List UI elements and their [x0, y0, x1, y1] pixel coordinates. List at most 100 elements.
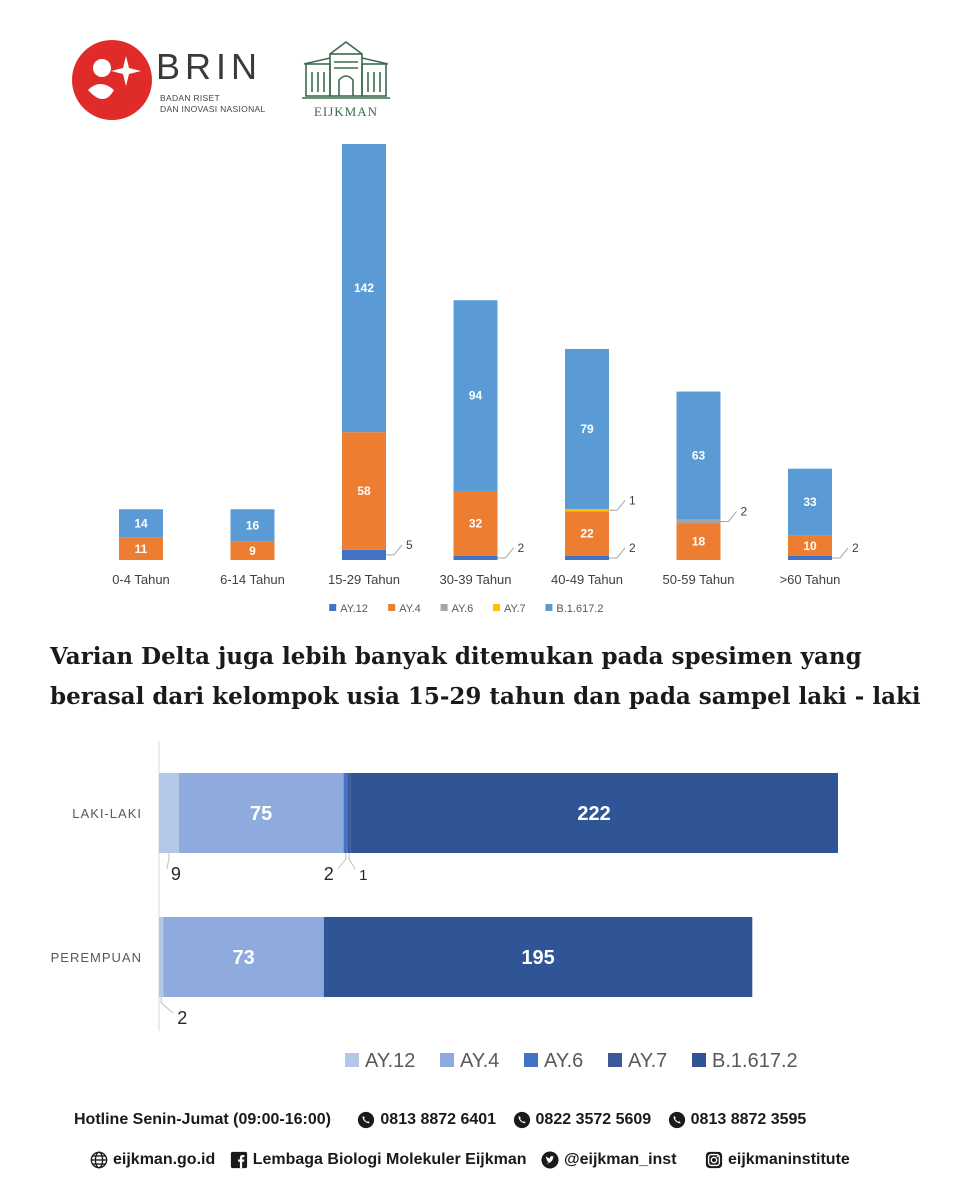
bar-15-29-tahun-ay-4 — [342, 432, 386, 550]
twitter-link[interactable]: @eijkman_inst — [541, 1151, 677, 1169]
hotline-label: Hotline Senin-Jumat (09:00-16:00) — [74, 1111, 331, 1128]
twitter-icon — [541, 1151, 559, 1169]
bar-40-49-tahun-ay-4 — [565, 511, 609, 556]
bar-30-39-tahun-ay-4 — [453, 491, 498, 556]
data-label-40-49-tahun-ay-12: 2 — [629, 541, 636, 555]
legend-swatch-ay-12 — [329, 604, 337, 611]
data-label-perempuan-b-1-617-2: 195 — [521, 947, 554, 969]
instagram-text: eijkmaninstitute — [727, 1151, 850, 1168]
bar-50-59-tahun-ay-4 — [676, 523, 721, 560]
bar-15-29-tahun-b-1-617-2 — [342, 144, 386, 433]
leader-line-60-tahun-ay-12 — [832, 547, 849, 559]
x-tick-label-30-39-tahun: 30-39 Tahun — [439, 572, 511, 587]
leader-line-40-49-tahun-ay-12 — [609, 547, 626, 559]
brin-subtitle-line1: BADAN RISET — [160, 93, 220, 103]
legend-swatch-ay-7 — [493, 604, 500, 611]
footer-social-row: eijkman.go.id Lembaga Biologi Molekuler … — [90, 1151, 950, 1181]
bar-40-49-tahun-b-1-617-2 — [565, 348, 609, 510]
data-label-perempuan-ay-12: 2 — [177, 1008, 187, 1028]
leader-line-laki-laki-ay-7 — [348, 853, 356, 870]
bar-laki-laki-ay-6 — [343, 773, 348, 853]
bar-15-29-tahun-ay-12 — [342, 549, 386, 560]
globe-icon — [90, 1151, 108, 1169]
data-label-50-59-tahun-ay-4: 18 — [692, 535, 706, 549]
website-link[interactable]: eijkman.go.id — [90, 1151, 215, 1169]
leader-line-laki-laki-ay-6 — [337, 853, 347, 870]
phone-number-1: 0813 8872 6401 — [380, 1111, 497, 1128]
leader-line-15-29-tahun-ay-12 — [386, 544, 403, 556]
legend-label-ay-7: AY.7 — [628, 1050, 667, 1072]
legend-swatch-ay-6 — [524, 1053, 538, 1067]
leader-line-50-59-tahun-ay-6 — [720, 511, 737, 522]
legend-label-ay-12: AY.12 — [340, 603, 368, 615]
bar-60-tahun-ay-12 — [788, 555, 832, 560]
data-label-laki-laki-b-1-617-2: 222 — [577, 803, 610, 825]
data-label-60-tahun-ay-4: 10 — [803, 539, 817, 553]
data-label-30-39-tahun-b-1-617-2: 94 — [469, 389, 483, 403]
legend-label-b-1-617-2: B.1.617.2 — [556, 603, 603, 615]
phone-item-1[interactable]: 0813 8872 6401 — [357, 1111, 496, 1129]
x-tick-label-50-59-tahun: 50-59 Tahun — [662, 572, 734, 587]
bar-perempuan-ay-4 — [163, 917, 324, 997]
legend-swatch-ay-4 — [440, 1053, 454, 1067]
data-label-6-14-tahun-b-1-617-2: 16 — [246, 519, 260, 533]
x-tick-label-60-tahun: >60 Tahun — [780, 572, 841, 587]
y-tick-label-laki-laki: LAKI-LAKI — [72, 806, 142, 821]
legend-swatch-ay-4 — [388, 604, 396, 611]
brin-subtitle: BADAN RISET DAN INOVASI NASIONAL — [160, 93, 266, 115]
bar-60-tahun-b-1-617-2 — [788, 468, 832, 536]
x-tick-label-0-4-tahun: 0-4 Tahun — [112, 572, 170, 587]
bar-0-4-tahun-b-1-617-2 — [119, 509, 163, 538]
eijkman-logo: EIJKMAN — [300, 38, 392, 122]
bar-30-39-tahun-ay-12 — [453, 555, 498, 560]
brin-wordmark: BRIN — [156, 46, 263, 87]
bar-50-59-tahun-ay-6 — [676, 519, 721, 524]
data-label-0-4-tahun-ay-4: 11 — [135, 542, 148, 556]
y-tick-label-perempuan: PEREMPUAN — [51, 950, 142, 965]
data-label-laki-laki-ay-4: 75 — [250, 803, 272, 825]
data-label-50-59-tahun-ay-6: 2 — [741, 504, 748, 518]
phone-item-2[interactable]: 0822 3572 5609 — [513, 1111, 651, 1129]
legend-label-ay-6: AY.6 — [452, 603, 474, 615]
data-label-15-29-tahun-ay-4: 58 — [357, 484, 371, 498]
legend-label-ay-4: AY.4 — [399, 603, 421, 615]
data-label-laki-laki-ay-7: 1 — [359, 867, 367, 884]
data-label-60-tahun-ay-12: 2 — [852, 541, 859, 555]
legend-swatch-ay-7 — [608, 1053, 622, 1067]
bar-6-14-tahun-b-1-617-2 — [230, 509, 275, 542]
brin-emblem-icon — [72, 40, 152, 120]
legend-label-ay-7: AY.7 — [504, 603, 526, 615]
leader-line-40-49-tahun-ay-7 — [609, 499, 626, 511]
twitter-text: @eijkman_inst — [564, 1151, 677, 1168]
whatsapp-icon — [668, 1111, 685, 1129]
legend-label-b-1-617-2: B.1.617.2 — [712, 1050, 798, 1072]
phone-number-3: 0813 8872 3595 — [690, 1111, 807, 1128]
bar-60-tahun-ay-4 — [788, 535, 832, 556]
data-label-laki-laki-ay-12: 9 — [171, 864, 181, 884]
data-label-40-49-tahun-b-1-617-2: 79 — [580, 422, 594, 436]
data-label-60-tahun-b-1-617-2: 33 — [803, 495, 817, 509]
phone-item-3[interactable]: 0813 8872 3595 — [668, 1111, 807, 1129]
bar-30-39-tahun-b-1-617-2 — [453, 300, 498, 492]
x-tick-label-6-14-tahun: 6-14 Tahun — [220, 572, 285, 587]
data-label-15-29-tahun-ay-12: 5 — [406, 538, 413, 552]
bar-perempuan-ay-12 — [159, 917, 164, 997]
leader-line-perempuan-ay-12 — [160, 997, 174, 1014]
bar-laki-laki-ay-7 — [347, 773, 351, 853]
instagram-link[interactable]: eijkmaninstitute — [705, 1151, 850, 1169]
bar-perempuan-b-1-617-2 — [323, 917, 753, 997]
legend-swatch-b-1-617-2 — [545, 604, 553, 611]
bar-0-4-tahun-ay-4 — [119, 537, 163, 560]
legend-swatch-ay-12 — [345, 1053, 359, 1067]
facebook-link[interactable]: Lembaga Biologi Molekuler Eijkman — [230, 1151, 527, 1169]
eijkman-wordmark: EIJKMAN — [313, 104, 379, 119]
bar-50-59-tahun-b-1-617-2 — [676, 391, 721, 520]
headline-line2: berasal dari kelompok usia 15-29 tahun d… — [50, 683, 921, 710]
legend-label-ay-6: AY.6 — [544, 1050, 583, 1072]
bar-laki-laki-b-1-617-2 — [350, 773, 838, 853]
data-label-40-49-tahun-ay-7: 1 — [629, 493, 636, 507]
bar-40-49-tahun-ay-7 — [565, 509, 609, 512]
sex-variant-chart: LAKI-LAKI 75 222 9 2 1 PEREMPUAN 73 195 2 AY.12 AY.… — [51, 741, 838, 1072]
age-group-variant-chart: 11 14 0-4 Tahun 9 16 6-14 Tahun 5 58 142 15-29 Ta… — [112, 144, 859, 615]
whatsapp-icon — [513, 1111, 530, 1129]
